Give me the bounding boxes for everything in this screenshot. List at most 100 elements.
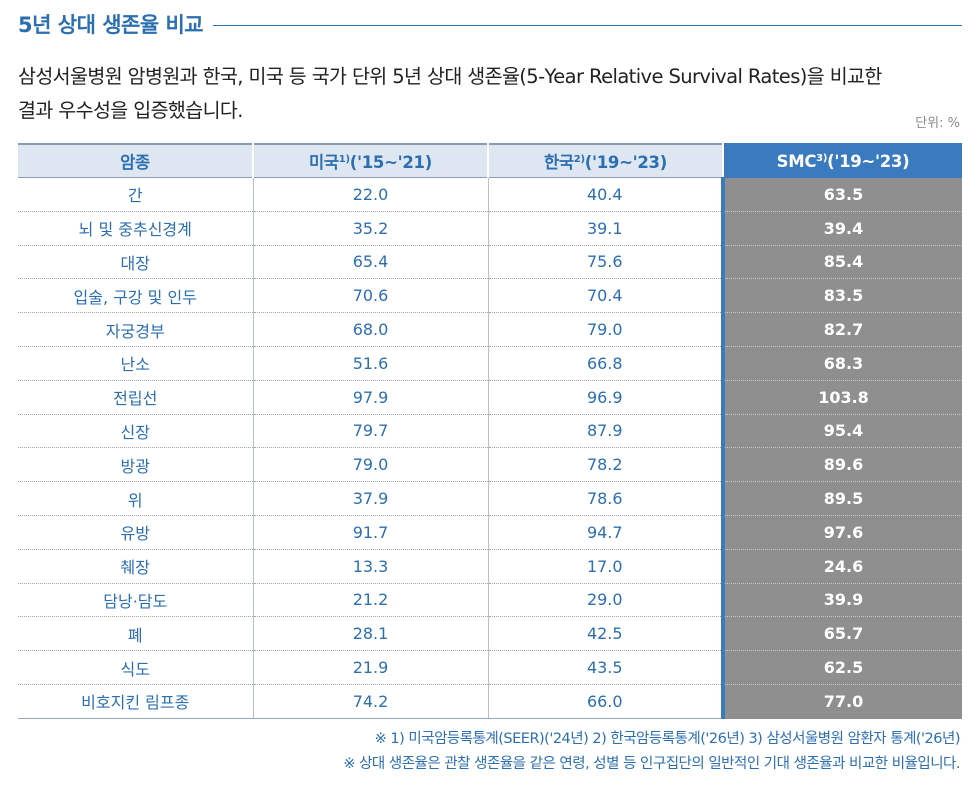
cell-korea-rate: 66.0 xyxy=(488,684,725,719)
cell-smc-rate: 63.5 xyxy=(723,177,962,212)
cell-korea-rate: 42.5 xyxy=(488,616,725,652)
table-row: 폐 28.1 42.5 65.7 xyxy=(18,616,962,652)
cell-us-rate: 79.0 xyxy=(253,447,489,483)
cell-korea-rate: 79.0 xyxy=(488,312,725,347)
cell-smc-rate: 39.4 xyxy=(723,211,962,246)
cell-korea-rate: 75.6 xyxy=(488,245,725,280)
unit-label: 단위: % xyxy=(915,116,960,131)
cell-us-rate: 68.0 xyxy=(253,312,489,347)
table-row: 신장 79.7 87.9 95.4 xyxy=(18,414,962,449)
table-row: 뇌 및 중추신경계 35.2 39.1 39.4 xyxy=(18,211,962,246)
cell-cancer-type: 비호지킨 림프종 xyxy=(18,684,254,719)
section-title: 5년 상대 생존율 비교 xyxy=(18,13,204,37)
table-row: 췌장 13.3 17.0 24.6 xyxy=(18,549,962,584)
cell-cancer-type: 담낭·담도 xyxy=(18,583,254,618)
header-korea-label: 한국 xyxy=(544,153,574,172)
cell-us-rate: 74.2 xyxy=(253,684,489,719)
cell-cancer-type: 방광 xyxy=(18,447,254,483)
cell-cancer-type: 간 xyxy=(18,177,254,212)
cell-cancer-type: 유방 xyxy=(18,515,254,550)
cell-us-rate: 51.6 xyxy=(253,346,489,381)
cell-cancer-type: 췌장 xyxy=(18,549,254,584)
cell-us-rate: 91.7 xyxy=(253,515,489,550)
table-row: 자궁경부 68.0 79.0 82.7 xyxy=(18,312,962,347)
cell-smc-rate: 83.5 xyxy=(723,278,962,314)
header-us-footnote: 1) xyxy=(338,154,350,165)
intro-line-2: 결과 우수성을 입증했습니다. xyxy=(18,99,243,122)
cell-cancer-type: 폐 xyxy=(18,616,254,652)
cell-us-rate: 70.6 xyxy=(253,278,489,314)
survival-table-container: 암종 미국1)('15~'21) 한국2)('19~'23) SMC3)('19… xyxy=(18,143,962,719)
table-row: 입술, 구강 및 인두 70.6 70.4 83.5 xyxy=(18,278,962,314)
cell-smc-rate: 39.9 xyxy=(723,583,962,618)
header-us: 미국1)('15~'21) xyxy=(253,143,489,178)
cell-smc-rate: 62.5 xyxy=(723,650,962,685)
cell-cancer-type: 대장 xyxy=(18,245,254,280)
cell-korea-rate: 78.2 xyxy=(488,447,725,483)
table-row: 담낭·담도 21.2 29.0 39.9 xyxy=(18,583,962,618)
cell-cancer-type: 입술, 구강 및 인두 xyxy=(18,278,254,314)
intro-line-1: 삼성서울병원 암병원과 한국, 미국 등 국가 단위 5년 상대 생존율(5-Y… xyxy=(18,65,882,88)
cell-smc-rate: 65.7 xyxy=(723,616,962,652)
survival-rate-table: 암종 미국1)('15~'21) 한국2)('19~'23) SMC3)('19… xyxy=(18,143,962,719)
cell-us-rate: 21.9 xyxy=(253,650,489,685)
section-header: 5년 상대 생존율 비교 xyxy=(18,8,962,40)
table-body: 간 22.0 40.4 63.5 뇌 및 중추신경계 35.2 39.1 39.4 대장 65.4… xyxy=(18,177,962,719)
table-row: 난소 51.6 66.8 68.3 xyxy=(18,346,962,381)
table-header-row: 암종 미국1)('15~'21) 한국2)('19~'23) SMC3)('19… xyxy=(18,143,962,178)
header-us-period: ('15~'21) xyxy=(349,153,433,172)
header-korea-period: ('19~'23) xyxy=(584,153,668,172)
header-us-label: 미국 xyxy=(309,153,339,172)
cell-us-rate: 22.0 xyxy=(253,177,489,212)
cell-korea-rate: 70.4 xyxy=(488,278,725,314)
cell-smc-rate: 68.3 xyxy=(723,346,962,381)
cell-us-rate: 13.3 xyxy=(253,549,489,584)
cell-korea-rate: 96.9 xyxy=(488,380,725,415)
footnotes: ※ 1) 미국암등록통계(SEER)('24년) 2) 한국암등록통계('26년… xyxy=(343,727,960,777)
cell-korea-rate: 78.6 xyxy=(488,481,725,516)
header-korea-footnote: 2) xyxy=(573,154,585,165)
footnote-definition: ※ 상대 생존율은 관찰 생존율을 같은 연령, 성별 등 인구집단의 일반적인… xyxy=(343,756,960,772)
cell-korea-rate: 29.0 xyxy=(488,583,725,618)
cell-smc-rate: 24.6 xyxy=(723,549,962,584)
cell-smc-rate: 85.4 xyxy=(723,245,962,280)
cell-korea-rate: 87.9 xyxy=(488,414,725,449)
header-smc-label: SMC xyxy=(776,151,817,171)
header-smc-period: ('19~'23) xyxy=(827,151,910,171)
header-smc-footnote: 3) xyxy=(816,152,828,164)
cell-smc-rate: 89.6 xyxy=(723,447,962,483)
cell-cancer-type: 전립선 xyxy=(18,380,254,415)
cell-smc-rate: 82.7 xyxy=(723,312,962,347)
cell-us-rate: 21.2 xyxy=(253,583,489,618)
cell-smc-rate: 95.4 xyxy=(723,414,962,449)
table-row: 위 37.9 78.6 89.5 xyxy=(18,481,962,516)
section-divider xyxy=(213,24,962,26)
cell-smc-rate: 77.0 xyxy=(723,684,962,719)
intro-paragraph: 삼성서울병원 암병원과 한국, 미국 등 국가 단위 5년 상대 생존율(5-Y… xyxy=(18,60,963,128)
cell-us-rate: 97.9 xyxy=(253,380,489,415)
table-row: 유방 91.7 94.7 97.6 xyxy=(18,515,962,550)
cell-smc-rate: 97.6 xyxy=(723,515,962,550)
table-row: 방광 79.0 78.2 89.6 xyxy=(18,447,962,483)
cell-cancer-type: 뇌 및 중추신경계 xyxy=(18,211,254,246)
cell-cancer-type: 신장 xyxy=(18,414,254,449)
cell-korea-rate: 17.0 xyxy=(488,549,725,584)
cell-smc-rate: 89.5 xyxy=(723,481,962,516)
cell-korea-rate: 66.8 xyxy=(488,346,725,381)
header-cancer-type: 암종 xyxy=(18,143,254,178)
cell-cancer-type: 위 xyxy=(18,481,254,516)
table-row: 간 22.0 40.4 63.5 xyxy=(18,177,962,212)
cell-us-rate: 65.4 xyxy=(253,245,489,280)
cell-korea-rate: 43.5 xyxy=(488,650,725,685)
cell-us-rate: 79.7 xyxy=(253,414,489,449)
cell-korea-rate: 40.4 xyxy=(488,177,725,212)
footnote-sources: ※ 1) 미국암등록통계(SEER)('24년) 2) 한국암등록통계('26년… xyxy=(374,731,961,747)
cell-us-rate: 35.2 xyxy=(253,211,489,246)
cell-smc-rate: 103.8 xyxy=(723,380,962,415)
cell-cancer-type: 자궁경부 xyxy=(18,312,254,347)
cell-cancer-type: 식도 xyxy=(18,650,254,685)
cell-cancer-type: 난소 xyxy=(18,346,254,381)
table-row: 전립선 97.9 96.9 103.8 xyxy=(18,380,962,415)
header-smc: SMC3)('19~'23) xyxy=(723,143,962,178)
table-row: 비호지킨 림프종 74.2 66.0 77.0 xyxy=(18,684,962,719)
